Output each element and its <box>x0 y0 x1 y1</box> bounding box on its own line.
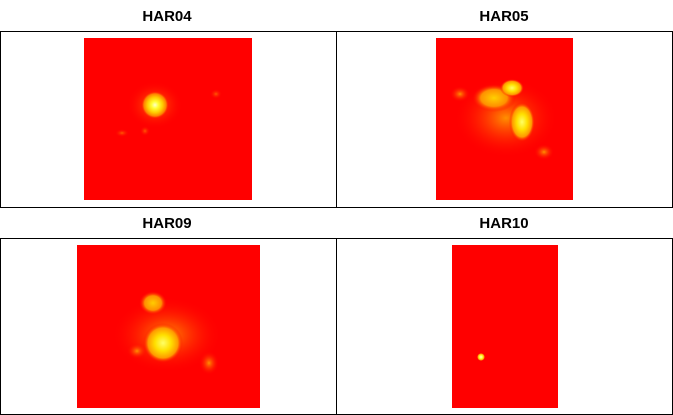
heatmap-har10-hotspot <box>477 353 485 361</box>
heatmap-har05-spot-bottom <box>534 144 554 160</box>
heatmap-har09-svg <box>77 245 260 408</box>
panel-title-har10: HAR10 <box>479 215 529 232</box>
heatmap-har04-minor-spot-2 <box>115 129 129 137</box>
heatmap-har05-main-hotspot <box>509 102 535 142</box>
heatmap-har04-minor-spot-1 <box>210 89 222 99</box>
heatmap-har04-minor-spot-3 <box>140 126 150 136</box>
heatmap-har10 <box>452 245 558 408</box>
heatmap-har05-upper-hotspot <box>500 79 524 97</box>
heatmap-har09 <box>77 245 260 408</box>
panel-title-har09: HAR09 <box>142 215 192 232</box>
panel-title-har04: HAR04 <box>142 8 192 25</box>
heatmap-har05-svg <box>436 38 573 200</box>
heatmap-har04-hotspot <box>141 91 169 119</box>
heatmap-har09-spot-right <box>199 351 219 375</box>
heatmap-har05-spot-left <box>450 86 470 102</box>
heatmap-har10-svg <box>452 245 558 408</box>
panel-title-har05: HAR05 <box>479 8 529 25</box>
heatmap-har09-upper-hotspot <box>139 291 167 315</box>
heatmap-har05 <box>436 38 573 200</box>
heatmap-har04-svg <box>84 38 252 200</box>
heatmap-har04 <box>84 38 252 200</box>
heatmap-har10-background <box>452 245 558 408</box>
heatmap-har09-spot-left <box>127 343 147 359</box>
heatmap-har09-main-hotspot <box>143 323 183 363</box>
